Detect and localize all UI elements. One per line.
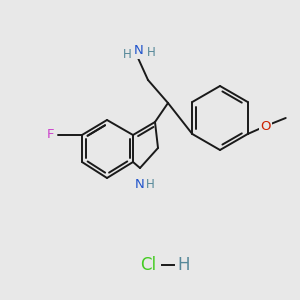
- Text: N: N: [134, 44, 144, 58]
- Text: F: F: [46, 128, 54, 142]
- Text: O: O: [260, 119, 271, 133]
- Text: H: H: [146, 178, 154, 190]
- Text: Cl: Cl: [140, 256, 156, 274]
- Text: H: H: [147, 46, 155, 59]
- Text: H: H: [178, 256, 190, 274]
- Text: H: H: [123, 47, 131, 61]
- Text: N: N: [135, 178, 145, 190]
